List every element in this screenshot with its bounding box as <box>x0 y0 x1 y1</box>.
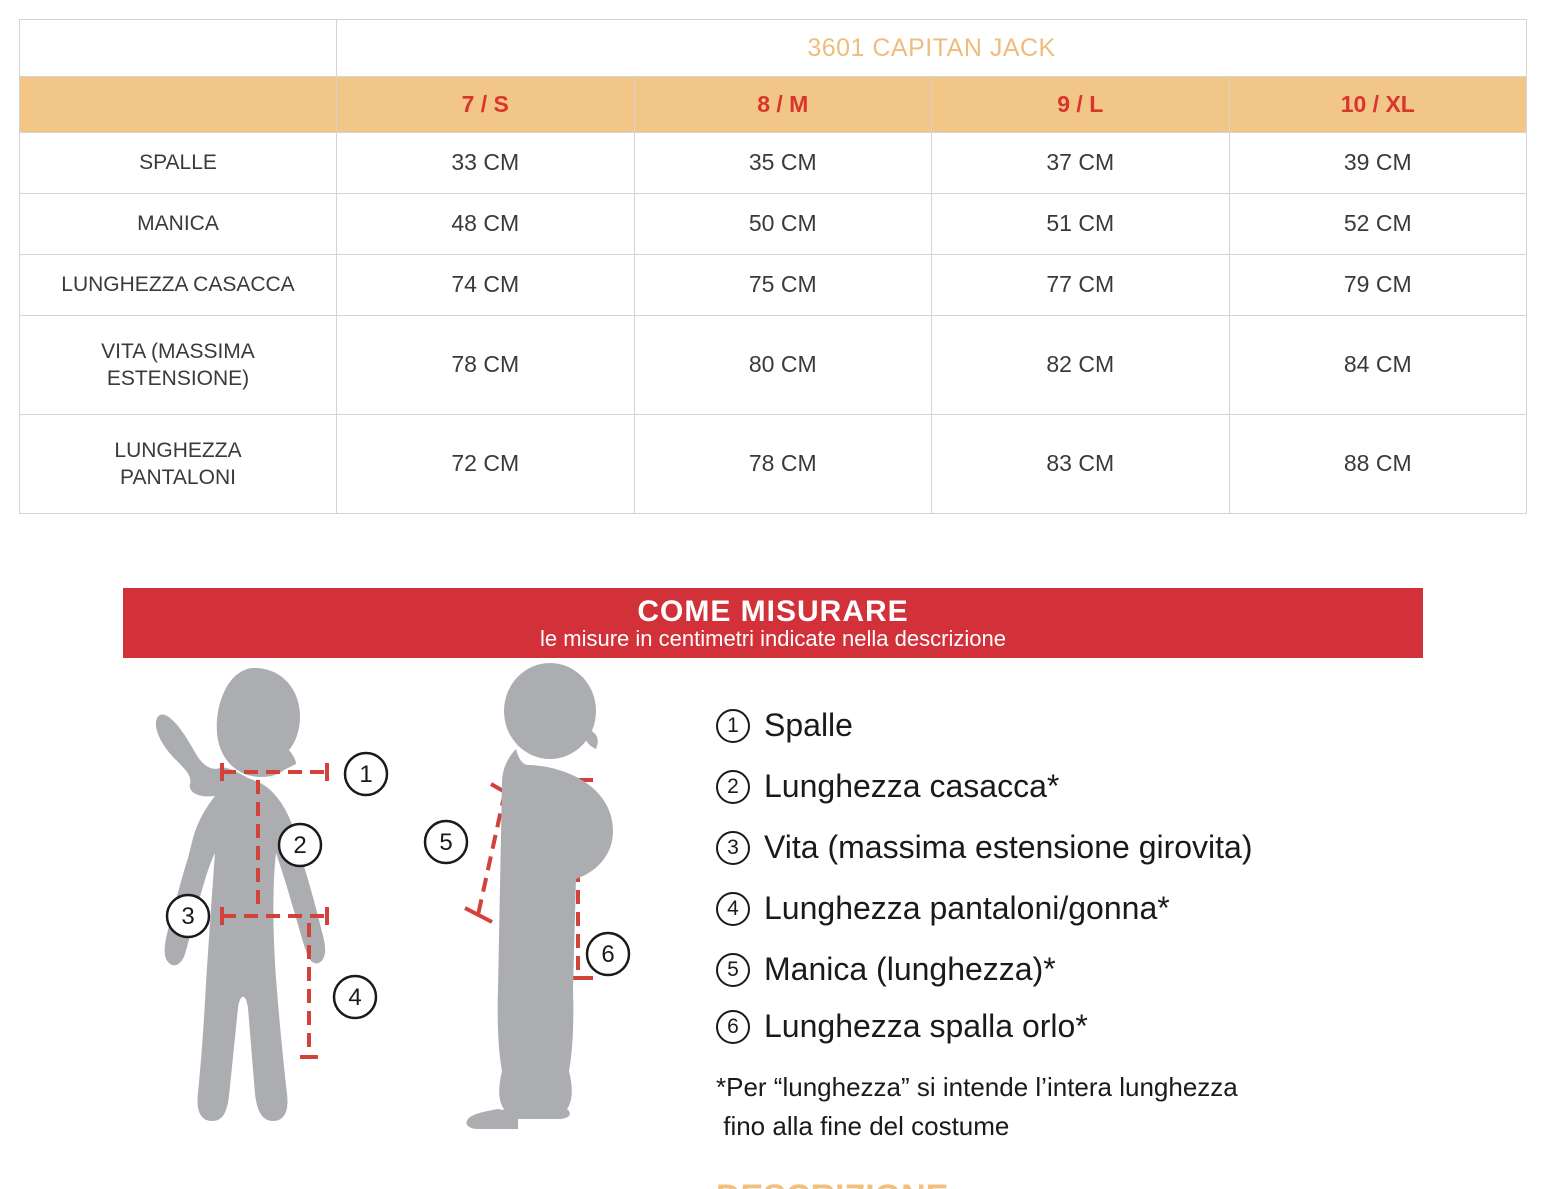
svg-text:5: 5 <box>439 829 452 856</box>
